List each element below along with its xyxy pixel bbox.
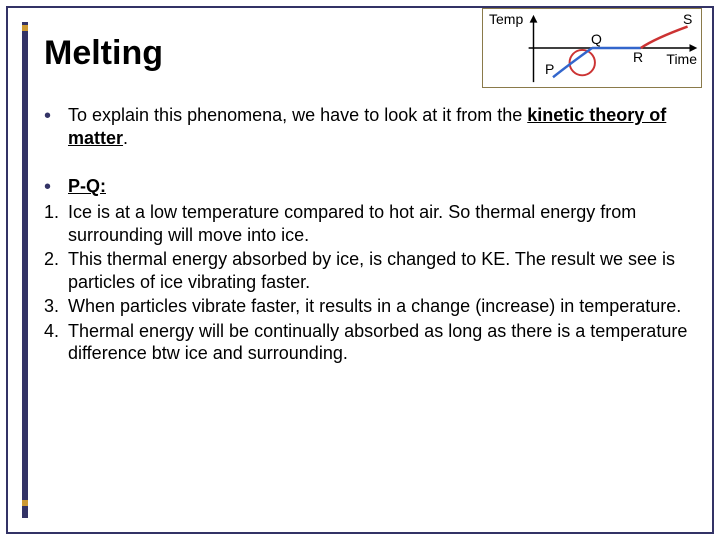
content-area: • To explain this phenomena, we have to …: [44, 104, 702, 518]
list-item: Thermal energy will be continually absor…: [44, 320, 702, 365]
list-item-text: When particles vibrate faster, it result…: [68, 295, 702, 318]
section-head: P-Q:: [68, 176, 106, 196]
chart-point-r: R: [633, 49, 643, 65]
intro-text: To explain this phenomena, we have to lo…: [68, 104, 702, 149]
list-item-text: This thermal energy absorbed by ice, is …: [68, 248, 702, 293]
list-item: Ice is at a low temperature compared to …: [44, 201, 702, 246]
bullet-icon: •: [44, 104, 68, 149]
list-item-text: Thermal energy will be continually absor…: [68, 320, 702, 365]
intro-bullet: • To explain this phenomena, we have to …: [44, 104, 702, 149]
melting-chart: Temp Time P Q R S: [482, 8, 702, 88]
section-head-row: • P-Q:: [44, 175, 702, 199]
list-item-text: Ice is at a low temperature compared to …: [68, 201, 702, 246]
segment-rs: [641, 27, 688, 48]
chart-point-s: S: [683, 11, 692, 27]
accent-gap-top: [22, 25, 28, 31]
page-title: Melting: [44, 34, 163, 73]
left-accent-bar: [22, 22, 28, 518]
chart-point-q: Q: [591, 31, 602, 47]
chart-x-label: Time: [666, 51, 697, 67]
accent-gap-bottom: [22, 500, 28, 506]
list-item: When particles vibrate faster, it result…: [44, 295, 702, 318]
numbered-list: Ice is at a low temperature compared to …: [44, 201, 702, 365]
segment-pq: [553, 48, 592, 77]
intro-prefix: To explain this phenomena, we have to lo…: [68, 105, 527, 125]
chart-point-p: P: [545, 61, 554, 77]
intro-suffix: .: [123, 128, 128, 148]
bullet-icon: •: [44, 175, 68, 199]
y-axis-arrow: [530, 15, 538, 23]
list-item: This thermal energy absorbed by ice, is …: [44, 248, 702, 293]
chart-y-label: Temp: [489, 11, 523, 27]
